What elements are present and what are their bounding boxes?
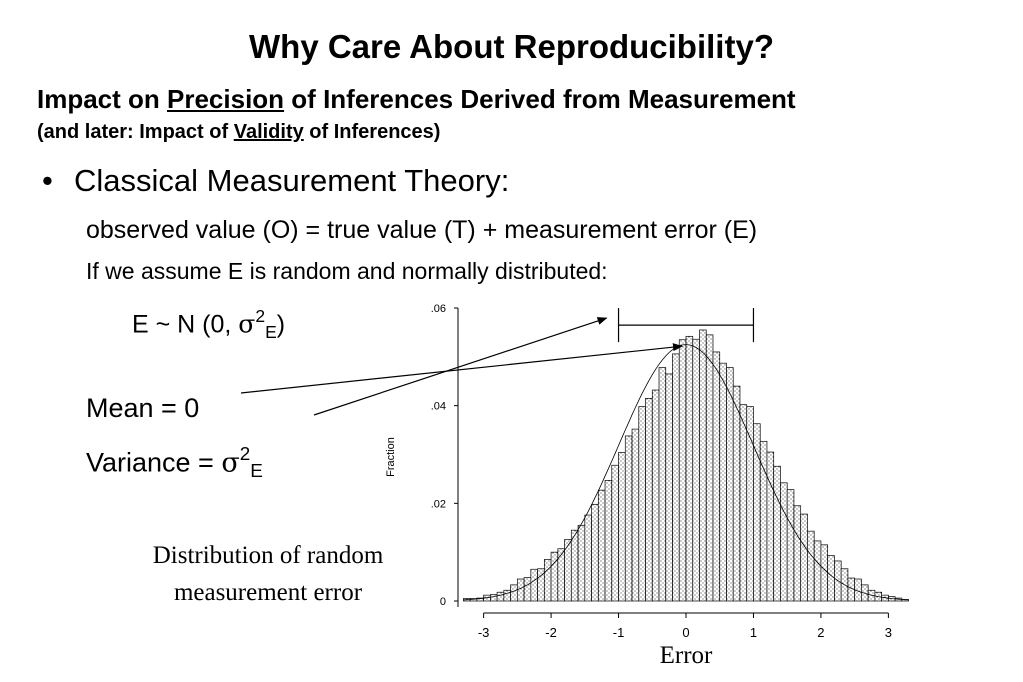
histogram-bar [658,367,667,602]
note-emphasis: Validity [233,121,304,143]
normal-curve-line [463,344,909,601]
assumption-text: If we assume E is random and normally di… [86,258,608,284]
normal-curve-layer [463,344,909,601]
mean-text: Mean = 0 [86,393,200,423]
histogram-bar [827,555,835,602]
histogram-bar [807,530,815,602]
subtitle-prefix: Impact on [37,84,168,114]
histogram-bar [618,452,626,602]
subtitle-suffix: of Inferences Derived from Measurement [284,84,796,114]
x-tick-label: 3 [885,625,892,640]
histogram-bars [463,329,909,602]
histogram-bar [530,568,538,602]
y-tick-label: 0 [440,596,446,608]
histogram-bar [611,464,619,602]
histogram-bar [510,584,518,602]
histogram-bar [712,351,721,602]
histogram-bar [780,482,788,602]
x-tick-label: -1 [613,625,625,640]
histogram-bar [577,524,586,602]
histogram-bar [746,406,754,602]
histogram-bar [692,338,700,602]
chart-axes: 0 .02 .04 .06 -3 -2 -1 0 1 2 3 [431,303,892,640]
histogram-bar [773,465,781,602]
histogram-bar [705,334,714,602]
x-tick-label: 2 [817,625,824,640]
subtitle-note: (and later: Impact of Validity of Infere… [37,121,440,144]
histogram-bar [753,423,761,602]
note-suffix: of Inferences) [303,121,441,143]
chart-annotations [240,308,755,416]
x-tick-label: -2 [545,625,557,640]
histogram-bar [584,514,592,602]
histogram-bar [726,367,734,602]
histogram-bar [570,529,579,602]
dist-prefix: E ~ N (0, [132,310,239,339]
variance-e-subscript: E [250,460,263,482]
bullet-text: Classical Measurement Theory: [74,163,510,198]
histogram-bar [739,404,748,602]
histogram-bar [820,544,829,602]
y-tick-label: .04 [431,401,446,413]
bullet-marker: • [42,163,53,198]
histogram-bar [624,435,633,602]
histogram-bar [793,505,802,602]
histogram-bar [523,577,532,602]
histogram-bar [591,503,599,602]
histogram-bar [719,362,727,602]
histogram-bar [800,513,808,602]
variance-text: Variance = σ2E [86,444,263,483]
histogram-bar [732,385,741,602]
histogram-bar [503,589,511,602]
histogram-bar [786,489,795,602]
histogram-bar [665,373,673,602]
subtitle-emphasis: Precision [167,84,285,114]
slide-title: Why Care About Reproducibility? [249,28,774,65]
distribution-formula: E ~ N (0, σ2E) [132,306,285,343]
histogram-bar [557,548,565,602]
histogram-bar [645,397,653,602]
y-tick-label: .06 [431,303,446,315]
histogram-bar [543,559,552,602]
chart-caption: Distribution of random measurement error [152,542,384,606]
x-tick-label: 1 [750,625,757,640]
dist-close-paren: ) [276,310,286,339]
histogram-bar [516,578,525,602]
x-axis-label: Error [660,642,713,669]
measurement-equation: observed value (O) = true value (T) + me… [86,216,758,244]
sigma-symbol: σ [238,309,256,339]
histogram-bar [766,451,775,602]
histogram-bar [496,591,505,602]
subtitle: Impact on Precision of Inferences Derive… [37,84,796,115]
x-tick-label: -3 [478,625,490,640]
histogram-bar [699,329,707,602]
variance-square-superscript: 2 [239,444,251,465]
x-tick-label: 0 [682,625,689,640]
mean-arrow [240,343,683,394]
histogram-bar [597,489,606,602]
y-tick-label: .02 [431,498,446,510]
histogram-bar [490,594,498,602]
histogram-bar [672,353,680,602]
histogram-bar [651,389,660,602]
y-axis-label: Fraction [385,437,397,477]
variance-sigma-symbol: σ [221,447,240,479]
e-subscript: E [265,321,277,342]
histogram-bar [759,440,768,602]
histogram-bar [813,540,822,602]
note-prefix: (and later: Impact of [37,121,234,143]
histogram-bar [678,339,687,602]
histogram-bar [631,428,640,602]
histogram-bar [604,480,613,602]
histogram-bar [685,335,694,602]
histogram-bar [638,406,646,602]
variance-prefix: Variance = [86,447,222,478]
square-superscript: 2 [255,306,266,326]
variance-arrow [313,317,608,416]
